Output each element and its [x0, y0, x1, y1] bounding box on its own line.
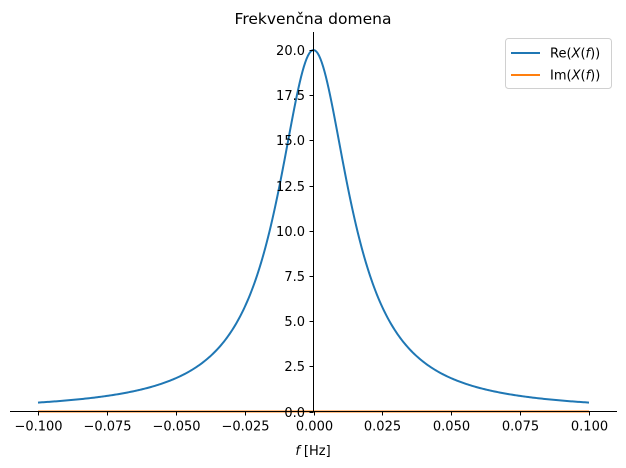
x-axis-label-unit: [Hz] [304, 444, 331, 459]
y-tick-label: 12.5 [276, 180, 305, 195]
chart-title: Frekvenčna domena [235, 10, 392, 28]
y-tick-label: 5.0 [284, 315, 305, 330]
y-tick-label: 10.0 [276, 225, 305, 240]
x-tick-label: −0.100 [14, 420, 62, 435]
legend: Re(X(f)) Im(X(f)) [505, 38, 612, 89]
x-tick-label: −0.025 [221, 420, 269, 435]
x-axis-ticks: −0.100 −0.075 −0.050 −0.025 0.000 0.025 0.050 0… [14, 411, 608, 435]
x-tick-label: −0.050 [152, 420, 200, 435]
legend-label-im: Im(X(f)) [550, 69, 600, 84]
y-tick-label: 0.0 [284, 406, 305, 421]
y-tick-label: 7.5 [284, 270, 305, 285]
x-axis-label: f [Hz] [295, 444, 330, 459]
x-tick-label: 0.075 [502, 420, 539, 435]
x-tick-label: −0.075 [83, 420, 131, 435]
y-tick-label: 15.0 [276, 134, 305, 149]
y-tick-label: 17.5 [276, 89, 305, 104]
x-tick-label: 0.100 [571, 420, 608, 435]
x-axis-label-var: f [295, 444, 302, 459]
y-tick-label: 20.0 [276, 44, 305, 59]
y-axis-ticks: 0.0 2.5 5.0 7.5 10.0 12.5 15.0 17.5 20.0 [276, 44, 314, 421]
legend-label-re: Re(X(f)) [550, 47, 600, 62]
x-tick-label: 0.000 [296, 420, 333, 435]
x-tick-label: 0.025 [364, 420, 401, 435]
y-tick-label: 2.5 [284, 360, 305, 375]
x-tick-label: 0.050 [433, 420, 470, 435]
